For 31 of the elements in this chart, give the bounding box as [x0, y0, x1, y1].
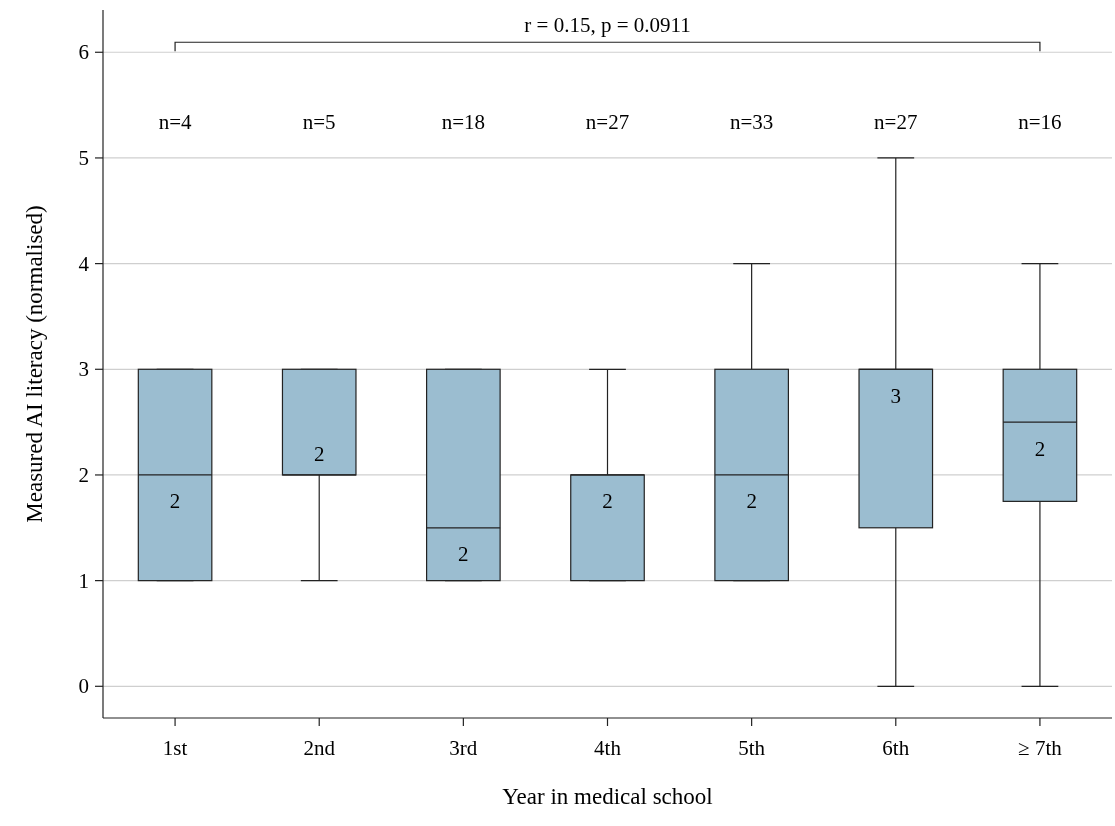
y-axis-title: Measured AI literacy (normalised) [21, 205, 47, 523]
annotation: n=18 [441, 110, 486, 135]
y-tick-label: 5 [78, 145, 89, 170]
annotation: 2 [169, 489, 181, 514]
annotation: r = 0.15, p = 0.0911 [524, 13, 691, 38]
x-axis-title: Year in medical school [502, 784, 713, 809]
x-tick-label: 1st [162, 736, 188, 760]
x-tick-label: 3rd [449, 736, 478, 760]
x-tick-label: 5th [738, 736, 766, 760]
annotation: n=27 [874, 110, 918, 135]
y-tick-label: 2 [78, 462, 89, 487]
x-tick-label: 4th [594, 736, 622, 760]
annotation: 2 [458, 542, 469, 567]
annotation: n=5 [302, 110, 336, 135]
annotation: n=16 [1018, 110, 1062, 135]
y-tick-label: 1 [78, 568, 89, 593]
annotation: n=33 [729, 110, 774, 135]
y-tick-label: 0 [78, 674, 89, 699]
y-tick-label: 4 [78, 251, 90, 276]
y-tick-label: 6 [78, 40, 89, 65]
y-tick-label: 3 [78, 357, 89, 382]
annotation: n=4 [158, 110, 192, 135]
annotation: 3 [890, 383, 902, 408]
annotation: 2 [313, 441, 325, 466]
annotation: 2 [602, 489, 613, 514]
x-tick-label: ≥ 7th [1018, 736, 1063, 760]
annotation: 2 [746, 489, 757, 514]
annotation: n=27 [585, 110, 630, 135]
x-tick-label: 6th [882, 736, 910, 760]
annotation: 2 [1034, 436, 1046, 461]
x-tick-label: 2nd [303, 736, 336, 760]
